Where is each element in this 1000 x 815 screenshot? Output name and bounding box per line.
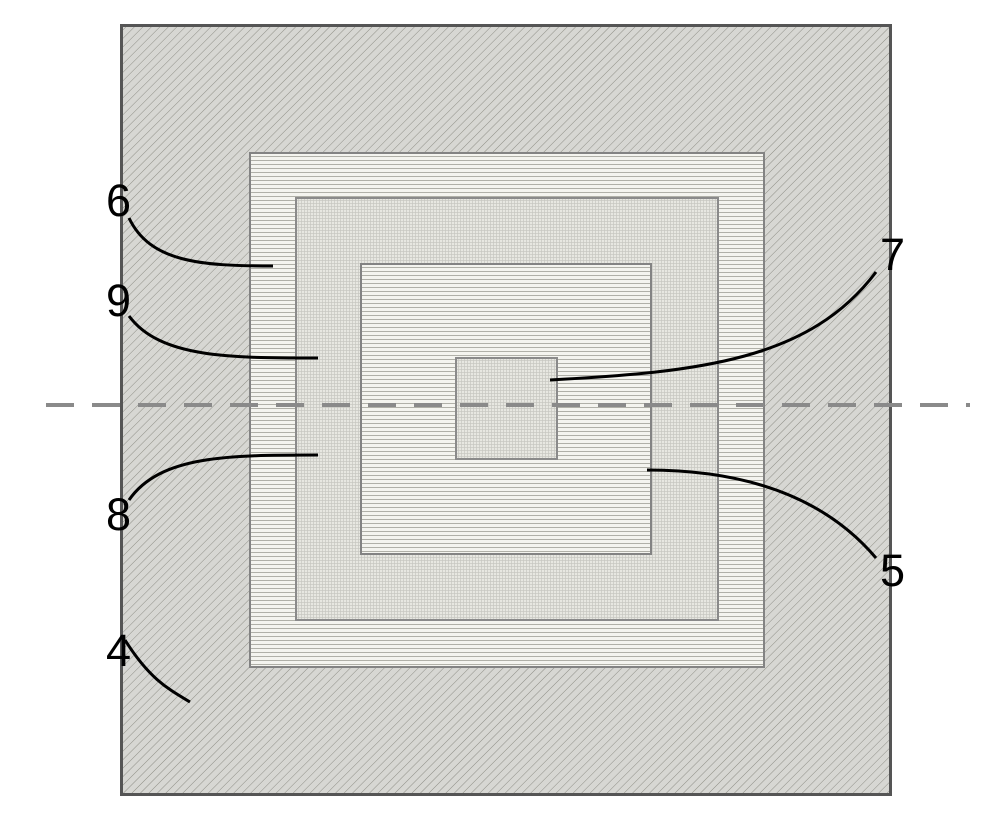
label-8: 8 [106,492,131,537]
label-6: 6 [106,178,131,223]
label-9: 9 [106,278,131,323]
label-4: 4 [106,628,131,673]
label-7: 7 [880,232,905,277]
label-5: 5 [880,548,905,593]
diagram-canvas: 6 9 8 4 7 5 [0,0,1000,815]
square-7-center [455,357,558,460]
